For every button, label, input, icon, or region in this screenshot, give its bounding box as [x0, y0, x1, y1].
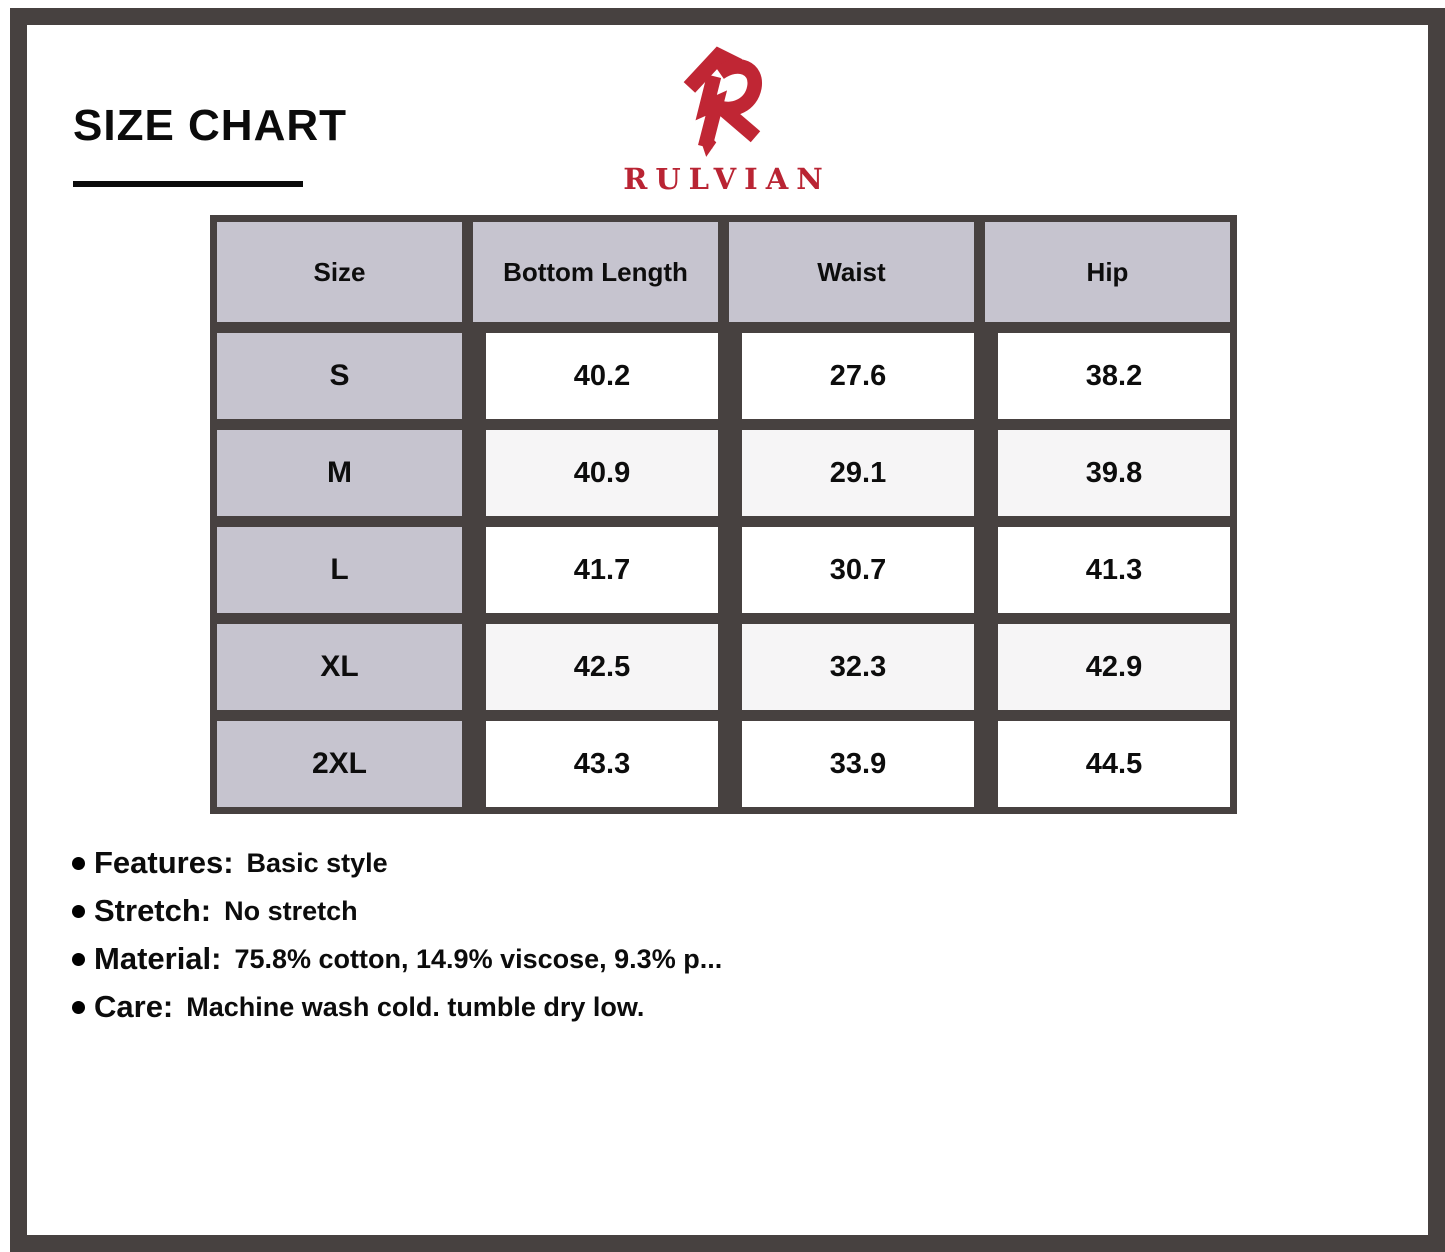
column-header-waist: Waist — [729, 222, 974, 322]
table-cell-m-waist: 29.1 — [742, 430, 974, 516]
row-label-xl: XL — [217, 624, 462, 710]
detail-label: Material: — [94, 941, 222, 976]
bullet-icon — [72, 856, 85, 870]
title-underline — [73, 181, 303, 187]
bullet-icon — [72, 952, 85, 966]
row-label-s: S — [217, 333, 462, 419]
detail-value: Basic style — [246, 847, 388, 878]
table-cell-l-bottom-length: 41.7 — [486, 527, 718, 613]
table-cell-xl-bottom-length: 42.5 — [486, 624, 718, 710]
row-label-2xl: 2XL — [217, 721, 462, 807]
brand-wordmark: RULVIAN — [623, 162, 831, 196]
table-cell-s-hip: 38.2 — [998, 333, 1230, 419]
table-cell-m-hip: 39.8 — [998, 430, 1230, 516]
bullet-icon — [72, 904, 85, 918]
detail-value: 75.8% cotton, 14.9% viscose, 9.3% p... — [234, 943, 723, 974]
detail-item-care: Care: Machine wash cold. tumble dry low. — [72, 989, 722, 1025]
detail-label: Care: — [94, 989, 174, 1024]
bullet-icon — [72, 1000, 85, 1014]
detail-label: Features: — [94, 845, 234, 880]
row-label-l: L — [217, 527, 462, 613]
table-cell-s-waist: 27.6 — [742, 333, 974, 419]
table-cell-l-waist: 30.7 — [742, 527, 974, 613]
size-chart-table: Size Bottom Length Waist Hip S 40.2 27.6… — [210, 215, 1237, 814]
page-title: SIZE CHART — [73, 101, 347, 150]
column-header-bottom-length: Bottom Length — [473, 222, 718, 322]
detail-item-stretch: Stretch: No stretch — [72, 893, 722, 929]
brand-logo: RULVIAN — [608, 46, 838, 196]
column-header-size: Size — [217, 222, 462, 322]
table-cell-2xl-hip: 44.5 — [998, 721, 1230, 807]
detail-item-material: Material: 75.8% cotton, 14.9% viscose, 9… — [72, 941, 722, 977]
table-cell-2xl-waist: 33.9 — [742, 721, 974, 807]
row-label-m: M — [217, 430, 462, 516]
table-cell-2xl-bottom-length: 43.3 — [486, 721, 718, 807]
detail-value: No stretch — [224, 895, 358, 926]
detail-item-features: Features: Basic style — [72, 845, 722, 881]
detail-value: Machine wash cold. tumble dry low. — [186, 991, 645, 1022]
brand-r-monogram-icon — [683, 46, 762, 157]
product-details-list: Features: Basic style Stretch: No stretc… — [72, 845, 722, 1037]
detail-label: Stretch: — [94, 893, 212, 928]
table-cell-xl-hip: 42.9 — [998, 624, 1230, 710]
table-cell-s-bottom-length: 40.2 — [486, 333, 718, 419]
table-cell-l-hip: 41.3 — [998, 527, 1230, 613]
column-header-hip: Hip — [985, 222, 1230, 322]
table-cell-xl-waist: 32.3 — [742, 624, 974, 710]
page-border-frame — [10, 8, 1445, 1252]
table-cell-m-bottom-length: 40.9 — [486, 430, 718, 516]
